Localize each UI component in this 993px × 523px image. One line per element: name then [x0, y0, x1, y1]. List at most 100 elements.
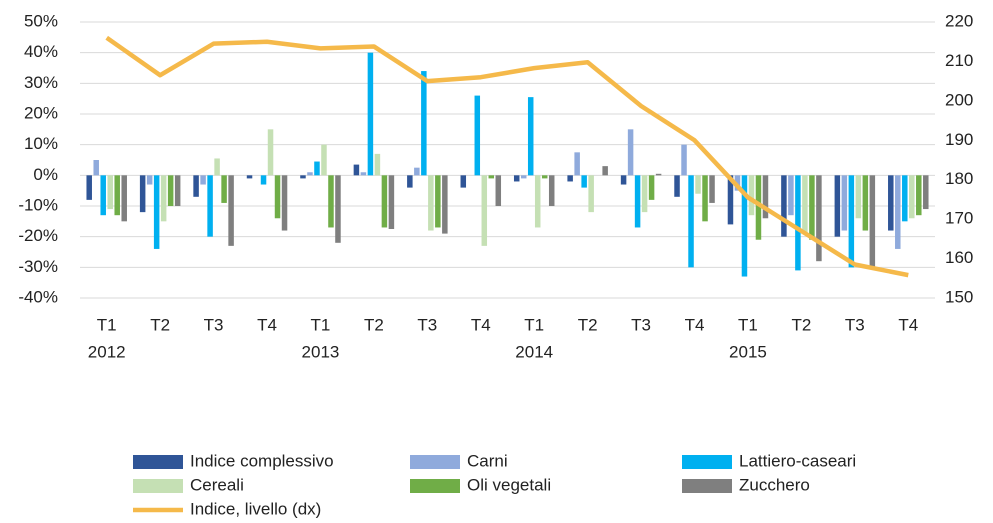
x-tick-label: T4 — [471, 315, 491, 334]
bar — [848, 175, 855, 268]
bar — [527, 97, 534, 176]
bar — [314, 161, 320, 176]
bar — [581, 175, 587, 188]
bar — [374, 153, 381, 176]
bar — [388, 175, 395, 229]
bar — [841, 175, 848, 231]
bar — [428, 175, 434, 231]
bar — [762, 175, 769, 219]
bar — [641, 175, 648, 213]
bar — [862, 175, 869, 231]
legend-swatch — [682, 479, 732, 493]
bar — [328, 175, 334, 228]
bar — [748, 175, 755, 216]
bar — [474, 95, 481, 176]
y2-tick-label: 170 — [945, 209, 973, 228]
bar — [688, 175, 694, 268]
bar — [627, 129, 634, 176]
bar — [802, 175, 808, 234]
bar — [695, 175, 701, 194]
y2-tick-label: 200 — [945, 90, 973, 109]
y2-tick-label: 210 — [945, 51, 973, 70]
bar — [655, 173, 662, 176]
x-tick-label: T2 — [791, 315, 811, 334]
y-tick-label: -40% — [18, 287, 58, 306]
legend-label: Indice complessivo — [190, 451, 334, 470]
bar — [381, 175, 388, 228]
bar — [541, 175, 548, 179]
y2-tick-label: 150 — [945, 287, 973, 306]
bar — [421, 71, 427, 176]
bar — [353, 164, 360, 176]
bar — [114, 175, 120, 216]
y2-tick-label: 180 — [945, 169, 973, 188]
x-tick-label: T3 — [417, 315, 437, 334]
bar — [816, 175, 822, 262]
year-label: 2012 — [88, 342, 126, 361]
bar — [153, 175, 160, 249]
bar — [727, 175, 734, 225]
bar — [267, 129, 274, 176]
legend-label: Cereali — [190, 475, 244, 494]
x-tick-label: T1 — [738, 315, 758, 334]
y-tick-label: -20% — [18, 226, 58, 245]
y-tick-label: -30% — [18, 257, 58, 276]
bar — [923, 175, 929, 210]
bar — [93, 160, 99, 176]
year-label: 2014 — [515, 342, 553, 361]
legend-label: Zucchero — [739, 475, 810, 494]
bar — [709, 175, 715, 203]
bar — [495, 175, 502, 206]
bar — [567, 175, 573, 182]
legend-label: Lattiero-caseari — [739, 451, 856, 470]
bar — [702, 175, 708, 222]
bar — [534, 175, 541, 228]
y2-tick-label: 220 — [945, 11, 973, 30]
x-tick-label: T4 — [257, 315, 277, 334]
bar — [160, 175, 167, 222]
legend-label: Indice, livello (dx) — [190, 499, 321, 518]
bar — [442, 175, 448, 234]
y-tick-label: 50% — [24, 11, 58, 30]
bar — [407, 175, 413, 188]
bar — [207, 175, 213, 237]
bar — [367, 52, 374, 176]
bar — [321, 144, 327, 176]
bar — [193, 175, 199, 197]
bar — [228, 175, 234, 246]
legend-swatch — [133, 455, 183, 469]
bar — [221, 175, 227, 203]
year-label: 2015 — [729, 342, 767, 361]
x-tick-label: T3 — [204, 315, 224, 334]
legend-swatch — [682, 455, 732, 469]
x-tick-label: T2 — [150, 315, 170, 334]
legend-swatch — [410, 479, 460, 493]
bar — [307, 172, 313, 176]
bar — [274, 175, 281, 219]
bar — [681, 144, 687, 176]
x-tick-label: T2 — [578, 315, 598, 334]
bar — [246, 175, 253, 179]
bar — [648, 175, 655, 200]
x-tick-label: T2 — [364, 315, 384, 334]
bar — [460, 175, 467, 188]
legend-swatch — [410, 455, 460, 469]
bar — [513, 175, 520, 182]
line — [105, 35, 909, 278]
bar — [260, 175, 267, 185]
bar — [634, 175, 641, 228]
bar — [834, 175, 841, 237]
x-tick-label: T4 — [898, 315, 918, 334]
bar — [167, 175, 174, 206]
bar — [281, 175, 288, 231]
legend-label: Oli vegetali — [467, 475, 551, 494]
y-tick-label: -10% — [18, 195, 58, 214]
bar — [139, 175, 146, 213]
bar — [888, 175, 894, 231]
bar — [86, 175, 92, 200]
bar — [121, 175, 127, 222]
bar — [909, 175, 915, 219]
x-tick-label: T1 — [97, 315, 117, 334]
bar — [200, 175, 206, 185]
